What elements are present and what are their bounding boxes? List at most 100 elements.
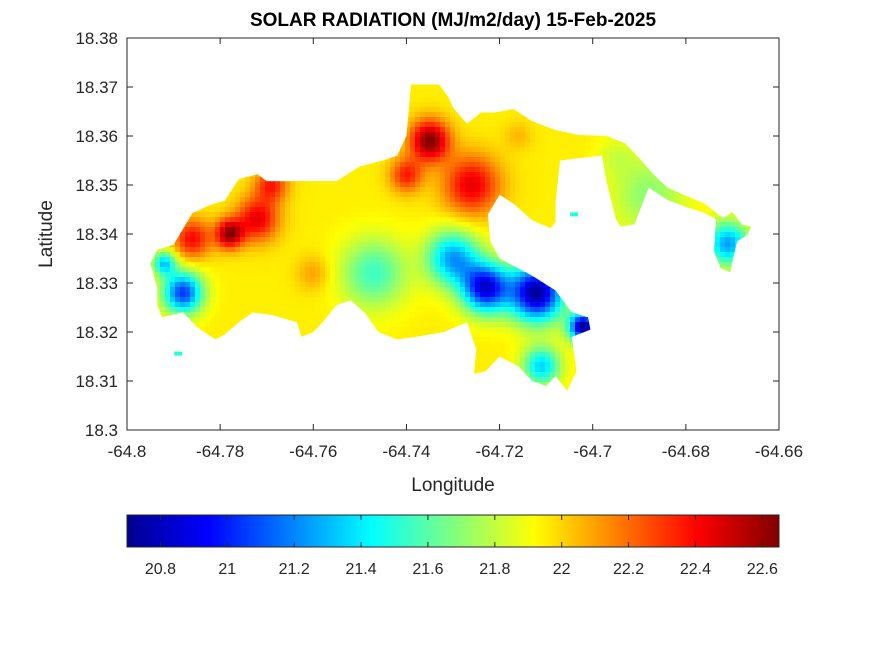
heatmap-cell bbox=[430, 242, 436, 248]
heatmap-cell bbox=[430, 84, 436, 88]
heatmap-cell bbox=[425, 142, 431, 148]
heatmap-cell bbox=[275, 262, 281, 268]
heatmap-cell bbox=[425, 152, 431, 158]
heatmap-cell bbox=[315, 267, 321, 273]
heatmap-cell bbox=[455, 147, 461, 153]
heatmap-cell bbox=[265, 247, 271, 253]
heatmap-cell bbox=[435, 162, 441, 168]
heatmap-cell bbox=[470, 212, 476, 218]
heatmap-cell bbox=[460, 187, 466, 193]
heatmap-cell bbox=[355, 197, 361, 203]
heatmap-cell bbox=[340, 232, 346, 238]
heatmap-cell bbox=[445, 227, 451, 233]
heatmap-cell bbox=[200, 247, 206, 253]
heatmap-cell bbox=[240, 277, 246, 283]
heatmap-cell bbox=[430, 227, 436, 233]
heatmap-cell bbox=[215, 267, 221, 273]
heatmap-cell bbox=[445, 187, 451, 193]
heatmap-cell bbox=[480, 177, 486, 183]
heatmap-cell bbox=[485, 212, 491, 218]
heatmap-cell bbox=[335, 277, 341, 283]
heatmap-cell bbox=[355, 242, 361, 248]
heatmap-cell bbox=[215, 227, 221, 233]
heatmap-cell bbox=[445, 112, 451, 118]
heatmap-cell bbox=[390, 217, 396, 223]
heatmap-cell bbox=[340, 242, 346, 248]
heatmap-cell bbox=[440, 107, 446, 113]
heatmap-cell bbox=[485, 127, 491, 133]
heatmap-cell bbox=[405, 157, 411, 163]
heatmap-cell bbox=[405, 187, 411, 193]
heatmap-cell bbox=[365, 257, 371, 263]
heatmap-cell bbox=[450, 167, 456, 173]
heatmap-cell bbox=[485, 242, 491, 248]
heatmap-cell bbox=[405, 217, 411, 223]
heatmap-cell bbox=[475, 242, 481, 248]
heatmap-cell bbox=[490, 142, 496, 148]
heatmap-cell bbox=[310, 197, 316, 203]
heatmap-cell bbox=[415, 277, 421, 283]
heatmap-cell bbox=[320, 192, 326, 198]
heatmap-cell bbox=[365, 162, 371, 168]
heatmap-cell bbox=[450, 212, 456, 218]
heatmap-cell bbox=[320, 247, 326, 253]
heatmap-cell bbox=[420, 157, 426, 163]
heatmap-cell bbox=[295, 202, 301, 208]
heatmap-cell bbox=[520, 157, 526, 163]
heatmap-cell bbox=[520, 202, 526, 208]
heatmap-cell bbox=[470, 122, 476, 128]
heatmap-cell bbox=[420, 262, 426, 268]
heatmap-cell bbox=[630, 177, 636, 183]
heatmap-cell bbox=[505, 137, 511, 143]
heatmap-cell bbox=[630, 172, 636, 178]
heatmap-cell bbox=[280, 242, 286, 248]
heatmap-cell bbox=[620, 192, 626, 198]
heatmap-cell bbox=[205, 207, 211, 213]
heatmap-cell bbox=[540, 142, 546, 148]
heatmap-cell bbox=[320, 272, 326, 278]
heatmap-cell bbox=[215, 242, 221, 248]
heatmap-cell bbox=[395, 212, 401, 218]
heatmap-cell bbox=[325, 247, 331, 253]
heatmap-cell bbox=[400, 202, 406, 208]
heatmap-cell bbox=[450, 187, 456, 193]
heatmap-cell bbox=[465, 142, 471, 148]
heatmap-cell bbox=[430, 222, 436, 228]
heatmap-cell bbox=[160, 252, 166, 258]
heatmap-cell bbox=[405, 152, 411, 158]
heatmap-cell bbox=[205, 252, 211, 258]
heatmap-cell bbox=[455, 197, 461, 203]
heatmap-cell bbox=[430, 277, 436, 283]
heatmap-cell bbox=[180, 257, 186, 263]
heatmap-cell bbox=[400, 152, 406, 158]
heatmap-cell bbox=[615, 162, 621, 168]
heatmap-cell bbox=[320, 202, 326, 208]
heatmap-cell bbox=[455, 252, 461, 258]
heatmap-cell bbox=[200, 242, 206, 248]
heatmap-cell bbox=[420, 252, 426, 258]
heatmap-cell bbox=[620, 207, 626, 213]
heatmap-cell bbox=[445, 107, 451, 113]
heatmap-cell bbox=[305, 227, 311, 233]
heatmap-cell bbox=[410, 177, 416, 183]
heatmap-cell bbox=[485, 162, 491, 168]
heatmap-cell bbox=[370, 227, 376, 233]
heatmap-cell bbox=[280, 277, 286, 283]
heatmap-cell bbox=[180, 237, 186, 243]
heatmap-cell bbox=[415, 187, 421, 193]
heatmap-cell bbox=[310, 227, 316, 233]
heatmap-cell bbox=[240, 182, 246, 188]
heatmap-cell bbox=[540, 212, 546, 218]
heatmap-cell bbox=[425, 202, 431, 208]
heatmap-cell bbox=[260, 202, 266, 208]
heatmap-cell bbox=[240, 232, 246, 238]
heatmap-cell bbox=[460, 142, 466, 148]
heatmap-cell bbox=[440, 192, 446, 198]
heatmap-cell bbox=[505, 267, 511, 273]
heatmap-cell bbox=[350, 222, 356, 228]
heatmap-cell bbox=[550, 137, 556, 143]
heatmap-cell bbox=[265, 197, 271, 203]
heatmap-cell bbox=[465, 162, 471, 168]
heatmap-cell bbox=[465, 272, 471, 278]
heatmap-cell bbox=[215, 247, 221, 253]
